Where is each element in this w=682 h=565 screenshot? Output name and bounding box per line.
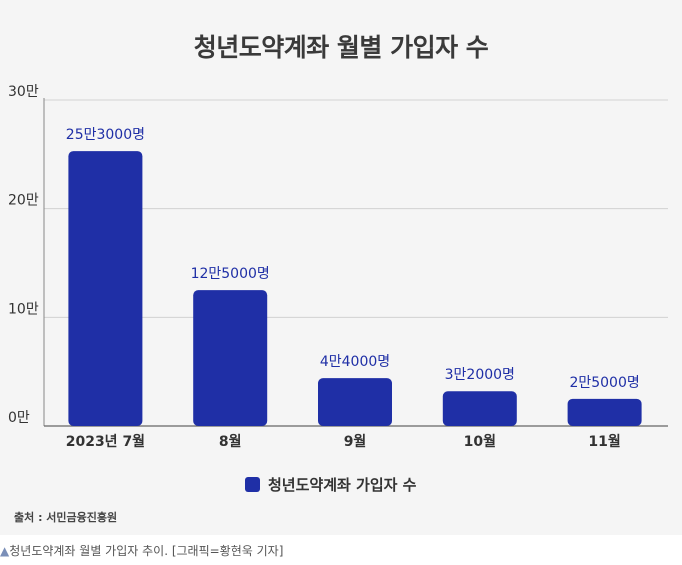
y-tick-label: 30만 (8, 84, 39, 100)
bar (442, 391, 517, 426)
bar (318, 378, 392, 426)
x-tick-label: 2023년 7월 (66, 433, 145, 450)
bar (68, 151, 143, 426)
data-label: 3만2000명 (445, 367, 515, 383)
x-tick-label: 9월 (344, 433, 367, 450)
data-label: 12만5000명 (191, 266, 270, 282)
data-label: 2만5000명 (569, 375, 639, 391)
y-tick-label: 0만 (8, 410, 30, 426)
source-note: 출처 : 서민금융진흥원 (14, 511, 118, 524)
x-tick-label: 11월 (588, 433, 620, 450)
chart-title: 청년도약계좌 월별 가입자 수 (193, 33, 489, 62)
bar-chart: 0만 10만 20만 30만 25만3000명 2023년 7월 12만5000명 8월 4만4… (8, 84, 668, 450)
chart-legend: 청년도약계좌 가입자 수 (245, 474, 416, 495)
bar (193, 290, 268, 426)
legend-label: 청년도약계좌 가입자 수 (268, 476, 417, 494)
y-tick-label: 20만 (8, 193, 39, 209)
bar (567, 398, 642, 426)
data-label: 25만3000명 (66, 127, 145, 143)
y-tick-label: 10만 (8, 301, 39, 317)
x-tick-label: 8월 (219, 433, 242, 450)
image-caption: ▲청년도약계좌 월별 가입자 추이. [그래픽=황현욱 기자] (0, 542, 283, 559)
data-label: 4만4000명 (320, 354, 390, 370)
x-tick-label: 10월 (464, 433, 496, 450)
triangle-icon: ▲ (0, 544, 10, 558)
legend-swatch (245, 477, 260, 492)
caption-text: 청년도약계좌 월별 가입자 추이. [그래픽=황현욱 기자] (9, 544, 284, 558)
